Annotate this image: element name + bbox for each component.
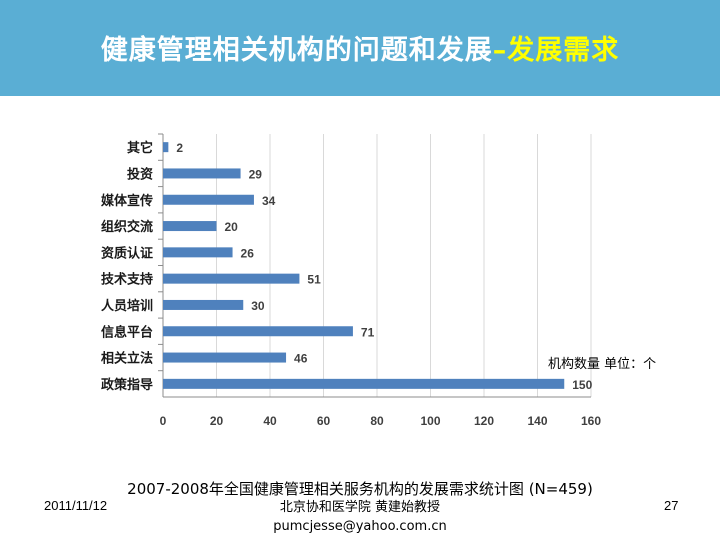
x-tick-label: 160 [581,414,601,428]
bar [163,326,353,337]
bar [163,378,565,389]
data-label: 71 [361,325,375,339]
category-label: 相关立法 [101,351,153,367]
category-label: 信息平台 [101,324,153,340]
x-tick-label: 60 [317,414,331,428]
bar [163,142,169,153]
bar [163,194,254,205]
slide-title-main: 健康管理相关机构的问题和发展 [100,35,493,66]
category-label: 人员培训 [101,298,153,314]
footer-credits: 北京协和医学院 黄建始教授 pumcjesse@yahoo.com.cn [0,498,720,536]
unit-note: 机构数量 单位：个 [548,357,657,372]
category-label: 资质认证 [101,245,153,261]
x-tick-label: 0 [160,414,167,428]
bar [163,168,241,179]
data-label: 20 [225,220,239,234]
slide-title-accent: –发展需求 [492,35,620,66]
bar [163,352,287,363]
footer-author: 北京协和医学院 黄建始教授 [279,500,441,515]
data-label: 26 [241,246,255,260]
data-label: 30 [251,299,265,313]
title-banner: 健康管理相关机构的问题和发展–发展需求 [0,0,720,96]
category-label: 投资 [127,166,153,182]
chart-caption: 2007-2008年全国健康管理相关服务机构的发展需求统计图 (N=459) [127,480,593,498]
bar [163,273,300,284]
x-tick-label: 80 [370,414,384,428]
category-label: 技术支持 [101,272,153,288]
bar [163,221,217,232]
x-tick-label: 120 [474,414,494,428]
bar [163,247,233,258]
category-label: 媒体宣传 [101,193,153,209]
data-label: 51 [307,273,321,287]
bar [163,299,244,310]
x-tick-label: 100 [420,414,440,428]
category-label: 政策指导 [101,377,153,393]
data-label: 150 [572,378,592,392]
category-label: 组织交流 [101,219,153,235]
data-label: 29 [249,167,263,181]
slide-title: 健康管理相关机构的问题和发展–发展需求 [0,28,720,67]
page-number: 27 [664,498,679,513]
footer-date: 2011/11/12 [44,498,108,513]
data-label: 46 [294,352,308,366]
x-tick-label: 40 [263,414,277,428]
footer-email: pumcjesse@yahoo.com.cn [273,519,447,534]
x-tick-label: 20 [210,414,224,428]
data-label: 34 [262,194,276,208]
x-tick-label: 140 [527,414,547,428]
category-label: 其它 [127,140,153,156]
data-label: 2 [176,141,183,155]
